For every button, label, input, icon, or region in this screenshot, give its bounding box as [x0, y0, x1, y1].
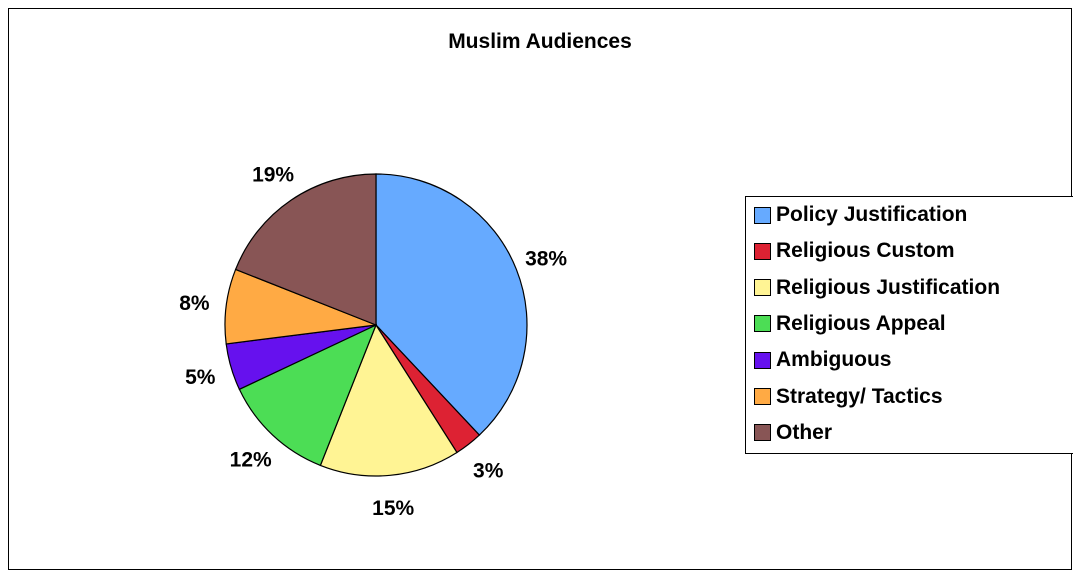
chart-legend: Policy Justification Religious Custom Reli… [745, 196, 1073, 454]
data-label: 8% [179, 292, 210, 315]
legend-item: Strategy/ Tactics [754, 382, 943, 412]
legend-label: Other [776, 420, 833, 444]
legend-label: Religious Custom [776, 239, 955, 263]
legend-swatch [754, 315, 771, 333]
data-label: 5% [185, 366, 216, 389]
legend-item: Religious Justification [754, 273, 1000, 303]
legend-item: Religious Appeal [754, 309, 946, 339]
pie-slice-other [234, 173, 377, 326]
data-label: 12% [230, 448, 272, 471]
legend-swatch [754, 242, 771, 260]
legend-swatch [754, 351, 771, 369]
pie-data-labels: 38% 3% 15% 12% 5% 8% 19% [179, 164, 567, 521]
pie-slice-religious-justification [319, 323, 458, 477]
pie-slice-religious-appeal [238, 323, 378, 467]
legend-label: Religious Justification [776, 275, 1001, 299]
pie-slices [224, 173, 528, 477]
pie-slice-policy-justification [375, 173, 528, 436]
legend-item: Policy Justification [754, 200, 967, 230]
legend-item: Ambiguous [754, 345, 892, 375]
data-label: 38% [525, 248, 567, 271]
legend-swatch [754, 388, 771, 405]
legend-swatch [754, 206, 771, 224]
data-label: 19% [252, 164, 294, 187]
legend-swatch [754, 279, 771, 297]
data-label: 3% [473, 460, 504, 483]
chart-title: Muslim Audiences [448, 30, 632, 53]
legend-label: Policy Justification [776, 203, 968, 226]
legend-label: Religious Appeal [776, 311, 946, 335]
legend-label: Strategy/ Tactics [776, 384, 943, 408]
legend-item: Other [754, 418, 832, 448]
data-label: 15% [372, 497, 414, 520]
legend-label: Ambiguous [776, 348, 892, 372]
legend-item: Religious Custom [754, 236, 955, 266]
legend-swatch [754, 424, 771, 442]
